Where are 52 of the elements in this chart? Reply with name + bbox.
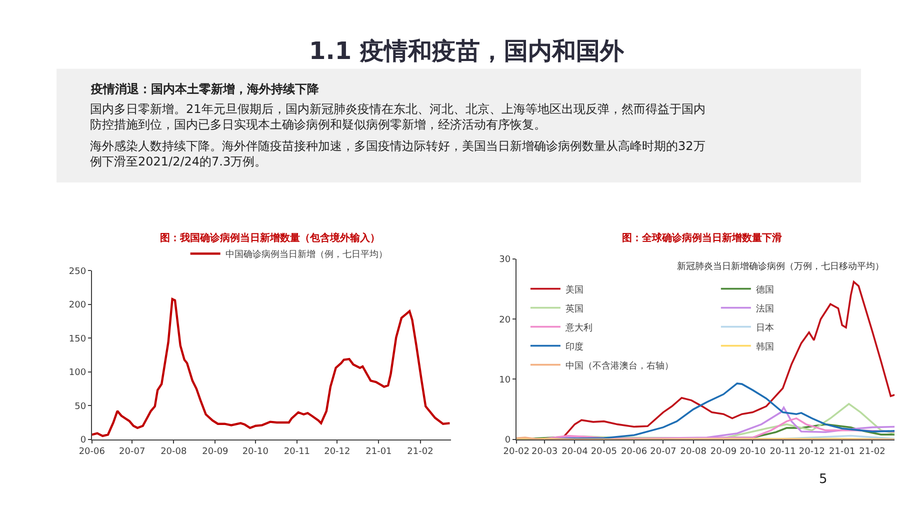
x-tick-label: 20-12 bbox=[324, 447, 350, 458]
x-tick-label: 20-06 bbox=[78, 447, 106, 458]
y-tick-label: 10 bbox=[499, 375, 511, 386]
x-tick-label: 20-03 bbox=[532, 447, 558, 458]
y-tick-label: 150 bbox=[68, 334, 86, 344]
text: 5 bbox=[819, 472, 828, 487]
legend-label: 德国 bbox=[756, 284, 774, 296]
x-tick-label: 20-10 bbox=[242, 447, 269, 458]
x-tick-label: 20-02 bbox=[503, 447, 530, 458]
x-tick-label: 20-12 bbox=[798, 447, 826, 458]
x-tick-label: 21-02 bbox=[407, 447, 434, 458]
legend-label: 韩国 bbox=[756, 341, 774, 352]
y-tick-label: 0 bbox=[80, 436, 86, 446]
x-tick-label: 20-06 bbox=[620, 447, 648, 458]
text: 国内多日零新增。21年元旦假期后，国内新冠肺炎疫情在东北、河北、北京、上海等地区出现反弹，然而得益于国内防控措施到位，国内已多日实现本土确诊病例和疑似病例零新增，经济活动有序恢复。 bbox=[90, 102, 706, 132]
y-tick-label: 30 bbox=[499, 255, 511, 266]
x-tick-label: 20-07 bbox=[119, 447, 146, 458]
x-tick-label: 20-04 bbox=[562, 447, 588, 458]
x-tick-label: 21-01 bbox=[829, 447, 856, 458]
x-tick-label: 20-10 bbox=[740, 447, 766, 458]
x-tick-label: 20-09 bbox=[710, 447, 737, 458]
x-tick-label: 20-08 bbox=[160, 447, 188, 458]
legend-label: 印度 bbox=[565, 341, 584, 352]
y-tick-label: 0 bbox=[504, 436, 511, 446]
x-tick-label: 20-11 bbox=[284, 447, 310, 458]
legend-label: 中国（不含港澳台，右轴） bbox=[565, 360, 674, 372]
x-tick-label: 20-11 bbox=[770, 447, 796, 458]
x-tick-label: 21-02 bbox=[859, 447, 886, 458]
legend-label: 日本 bbox=[756, 322, 774, 334]
chart-title: 图：我国确诊病例当日新增数量（包含境外输入） bbox=[160, 232, 380, 244]
y-tick-label: 100 bbox=[68, 368, 86, 378]
y-tick-label: 250 bbox=[68, 266, 86, 277]
text: 海外感染人数持续下降。海外伴随疫苗接种加速，多国疫情边际转好，美国当日新增确诊病例数量从高峰时期的32万例下滑至2021/2/24的7.3万例。 bbox=[90, 139, 706, 169]
line-series bbox=[544, 417, 895, 440]
line-series bbox=[92, 298, 451, 438]
legend-label: 意大利 bbox=[564, 322, 592, 334]
x-tick-label: 20-08 bbox=[680, 447, 707, 458]
chart-title: 图：全球确诊病例当日新增数量下滑 bbox=[622, 232, 782, 244]
y-tick-label: 50 bbox=[74, 402, 86, 412]
text: 1.1 疫情和疫苗，国内和国外 bbox=[309, 37, 625, 65]
legend-label: 英国 bbox=[565, 303, 584, 314]
legend-label: 中国确诊病例当日新增（例，七日平均） bbox=[225, 249, 388, 260]
x-tick-label: 20-09 bbox=[202, 447, 229, 458]
x-tick-label: 20-07 bbox=[650, 447, 676, 458]
text: 疫情消退：国内本土零新增，海外持续下降 bbox=[90, 82, 320, 96]
x-tick-label: 20-05 bbox=[590, 447, 617, 458]
y-tick-label: 200 bbox=[68, 300, 86, 311]
legend-label: 美国 bbox=[565, 284, 584, 296]
legend-title: 新冠肺炎当日新增确诊病例（万例，七日移动平均） bbox=[677, 261, 884, 272]
y-tick-label: 20 bbox=[499, 315, 511, 326]
legend-label: 法国 bbox=[756, 303, 774, 314]
x-tick-label: 21-01 bbox=[366, 447, 392, 458]
